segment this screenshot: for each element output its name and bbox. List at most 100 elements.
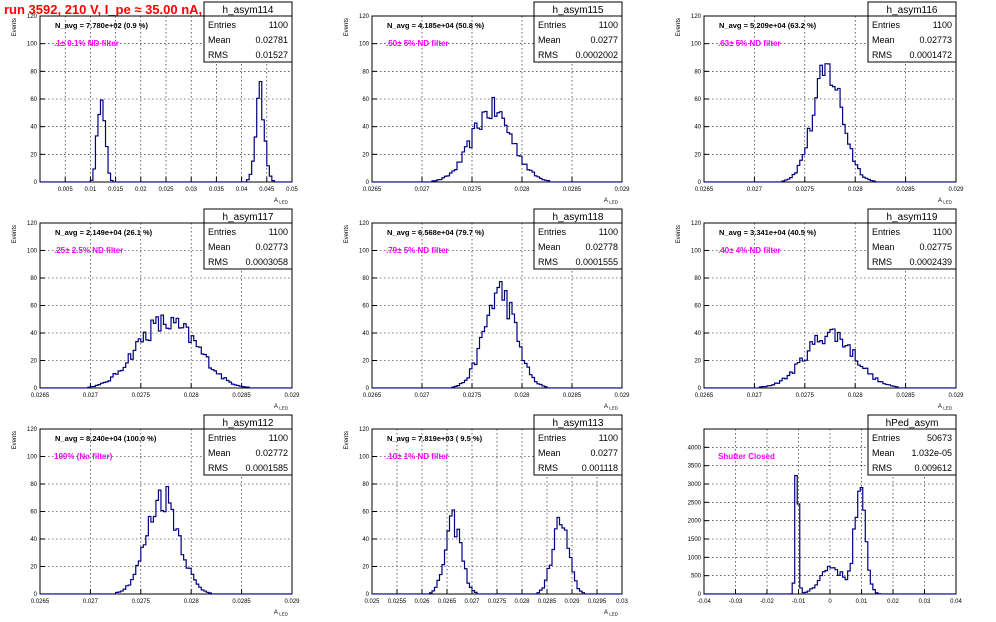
x-tick-label: 0.0255 — [388, 599, 407, 605]
stats-label: Mean — [872, 35, 895, 45]
y-tick-label: 20 — [362, 359, 369, 365]
y-tick-label: 3000 — [688, 482, 702, 488]
filter-label: Shutter Closed — [718, 452, 775, 461]
stats-label: Mean — [872, 242, 895, 252]
stats-value: 0.001118 — [582, 463, 618, 473]
x-tick-label: 0.028 — [514, 187, 530, 193]
filter-label: .79± 5% ND filter — [386, 246, 449, 255]
y-tick-label: 0 — [698, 386, 702, 392]
stats-value: 1100 — [269, 227, 288, 237]
stats-label: Mean — [208, 242, 231, 252]
n-avg-label: N_avg = 5.209e+04 (63.2 %) — [719, 21, 817, 30]
y-tick-label: 80 — [362, 482, 369, 488]
y-tick-label: 20 — [694, 359, 701, 365]
x-tick-label: 0.03 — [919, 599, 931, 605]
y-axis-label: Events — [676, 18, 682, 36]
x-tick-label: 0.028 — [514, 599, 530, 605]
stats-value: 1100 — [599, 20, 618, 30]
x-axis-label-subscript: LED — [279, 612, 289, 617]
x-tick-label: 0.027 — [747, 393, 763, 399]
x-tick-label: 0.0265 — [31, 599, 50, 605]
stats-value: 50673 — [927, 433, 952, 443]
n-avg-label: N_avg = 8.240e+04 (100.0 %) — [55, 434, 157, 443]
x-tick-label: 0.027 — [414, 393, 430, 399]
y-tick-label: 0 — [34, 592, 38, 598]
x-tick-label: 0.035 — [209, 187, 225, 193]
stats-value: 0.02773 — [255, 242, 288, 252]
y-tick-label: 100 — [691, 42, 702, 48]
x-tick-label: 0.0285 — [232, 599, 251, 605]
stats-label: Entries — [538, 20, 567, 30]
y-tick-label: 80 — [30, 482, 37, 488]
y-tick-label: 120 — [359, 221, 370, 227]
x-axis-label-subscript: LED — [609, 612, 619, 617]
x-tick-label: 0.029 — [614, 393, 630, 399]
n-avg-label: N_avg = 6.568e+04 (79.7 %) — [387, 228, 485, 237]
filter-label: .1± 0.1% ND filter — [54, 39, 119, 48]
x-tick-label: 0 — [828, 599, 832, 605]
x-tick-label: 0.0275 — [796, 393, 815, 399]
x-tick-label: 0.028 — [848, 393, 864, 399]
y-tick-label: 100 — [27, 249, 38, 255]
y-tick-label: 100 — [27, 42, 38, 48]
x-tick-label: 0.0275 — [488, 599, 507, 605]
x-tick-label: 0.0275 — [796, 187, 815, 193]
stats-label: RMS — [208, 50, 228, 60]
x-axis-label-subscript: LED — [279, 200, 289, 205]
x-tick-label: 0.0265 — [695, 187, 714, 193]
filter-label: 100% (No filter) — [54, 452, 113, 461]
x-axis-label-subscript: LED — [609, 406, 619, 411]
histogram-panel: 0.0265 0.027 0.0275 0.028 0.0285 0.029 0 20 40 60… — [676, 1, 964, 205]
x-tick-label: 0.0285 — [538, 599, 557, 605]
x-tick-label: 0.028 — [514, 393, 530, 399]
stats-label: Entries — [208, 20, 237, 30]
stats-value: 0.02773 — [919, 35, 952, 45]
y-tick-label: 20 — [362, 152, 369, 158]
x-tick-label: 0.04 — [950, 599, 962, 605]
x-tick-label: 0.0285 — [896, 187, 915, 193]
n-avg-label: N_avg = 2.149e+04 (26.1 %) — [55, 228, 153, 237]
histogram-panel: 0.005 0.01 0.015 0.02 0.025 0.03 0.035 0.04 0.04… — [12, 1, 298, 205]
y-tick-label: 120 — [691, 14, 702, 20]
stats-value: 0.01527 — [255, 50, 288, 60]
y-tick-label: 0 — [698, 592, 702, 598]
y-tick-label: 100 — [359, 249, 370, 255]
filter-label: .50± 5% ND filter — [386, 39, 449, 48]
x-tick-label: 0.0275 — [463, 187, 482, 193]
y-tick-label: 20 — [30, 565, 37, 571]
x-tick-label: 0.0265 — [363, 393, 382, 399]
y-axis-label: Events — [12, 225, 18, 243]
y-tick-label: 120 — [691, 221, 702, 227]
x-tick-label: 0.027 — [464, 599, 480, 605]
stats-label: Mean — [872, 448, 895, 458]
y-tick-label: 40 — [362, 537, 369, 543]
y-tick-label: 0 — [698, 180, 702, 186]
stats-value: 1100 — [599, 227, 618, 237]
y-axis-label: Events — [12, 18, 18, 36]
stats-title: hPed_asym — [886, 418, 939, 429]
x-axis-label-subscript: LED — [943, 406, 953, 411]
stats-label: RMS — [208, 257, 228, 267]
y-tick-label: 60 — [694, 97, 701, 103]
y-axis-label: Events — [344, 431, 350, 449]
x-tick-label: 0.005 — [58, 187, 74, 193]
stats-value: 1100 — [933, 227, 952, 237]
histogram-line — [704, 476, 956, 594]
stats-value: 0.0001472 — [909, 50, 952, 60]
x-tick-label: 0.027 — [83, 599, 99, 605]
stats-value: 0.0277 — [590, 448, 618, 458]
stats-label: RMS — [208, 463, 228, 473]
y-tick-label: 4000 — [688, 445, 702, 451]
y-tick-label: 120 — [27, 221, 38, 227]
y-tick-label: 60 — [30, 510, 37, 516]
y-tick-label: 60 — [30, 304, 37, 310]
stats-label: RMS — [538, 50, 558, 60]
x-tick-label: 0.029 — [948, 187, 964, 193]
y-tick-label: 40 — [362, 125, 369, 131]
x-tick-label: 0.028 — [184, 599, 200, 605]
x-tick-label: 0.0265 — [363, 187, 382, 193]
x-tick-label: 0.027 — [83, 393, 99, 399]
stats-box — [533, 208, 623, 270]
stats-box — [533, 1, 623, 63]
y-tick-label: 80 — [362, 69, 369, 75]
